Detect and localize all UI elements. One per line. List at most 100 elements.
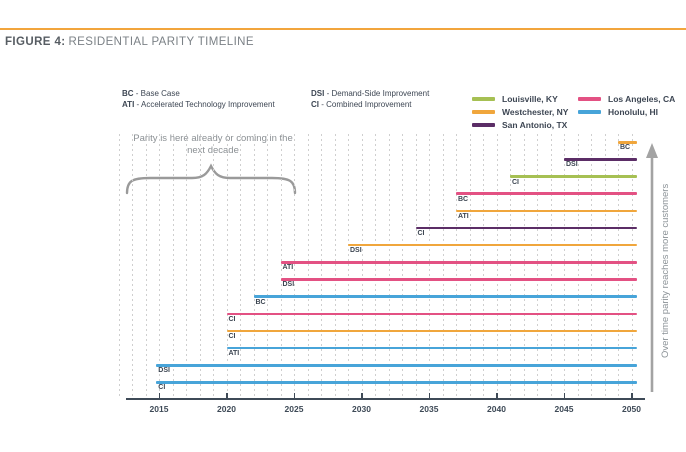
bar-scenario-label: BC xyxy=(458,195,469,203)
up-arrow-icon xyxy=(646,143,658,392)
bar-scenario-label: CI xyxy=(512,178,519,186)
scenario-abbr: CI xyxy=(311,100,319,109)
gridline xyxy=(118,134,120,398)
legend-swatch xyxy=(472,96,495,101)
gridline xyxy=(267,134,268,398)
x-axis-line xyxy=(126,398,645,400)
x-tick xyxy=(428,393,430,398)
gridline xyxy=(307,134,309,398)
gridline xyxy=(523,134,525,398)
timeline-bar xyxy=(618,141,637,144)
city-legend-item: San Antonio, TX xyxy=(472,118,568,131)
city-legend-item: Westchester, NY xyxy=(472,105,568,118)
gridline xyxy=(348,134,349,398)
city-legend-label: Louisville, KY xyxy=(502,93,558,104)
scenario-abbr: DSI xyxy=(311,89,325,98)
scenario-desc: - Base Case xyxy=(135,89,180,98)
city-legend-label: Honolulu, HI xyxy=(608,106,659,117)
x-tick-label: 2015 xyxy=(149,404,169,414)
scenario-desc: - Demand-Side Improvement xyxy=(326,89,430,98)
bar-scenario-label: CI xyxy=(228,332,236,340)
bar-scenario-label: DSI xyxy=(350,247,362,255)
x-tick-label: 2030 xyxy=(352,404,371,414)
gridline xyxy=(591,134,592,398)
figure-title: FIGURE 4: RESIDENTIAL PARITY TIMELINE xyxy=(5,36,254,48)
scenario-legend-col2: DSI - Demand-Side Improvement CI - Combi… xyxy=(311,88,429,110)
gridline xyxy=(186,134,187,398)
timeline-bar xyxy=(456,192,637,196)
curly-brace xyxy=(125,163,297,195)
gridline xyxy=(213,134,214,398)
legend-swatch xyxy=(578,96,601,101)
gridline xyxy=(226,134,228,398)
gridline xyxy=(469,134,471,398)
city-legend-col1: Louisville, KY Westchester, NY San Anton… xyxy=(472,92,568,131)
gridline xyxy=(577,134,579,398)
timeline-bar xyxy=(280,261,637,264)
timeline-bar xyxy=(280,278,637,281)
timeline-bar xyxy=(510,175,637,178)
timeline-bar xyxy=(226,346,637,350)
bar-scenario-label: BC xyxy=(255,298,266,306)
gridline xyxy=(402,134,403,398)
city-legend-item: Honolulu, HI xyxy=(578,105,675,118)
legend-swatch xyxy=(578,109,601,114)
gridline xyxy=(564,134,565,398)
bar-scenario-label: CI xyxy=(228,315,236,323)
scenario-legend-item: BC - Base Case xyxy=(122,88,275,99)
timeline-bar xyxy=(415,226,637,230)
gridline xyxy=(496,134,498,398)
city-legend-label: Westchester, NY xyxy=(502,106,569,117)
gridline xyxy=(375,134,376,398)
gridline xyxy=(145,134,147,398)
gridline xyxy=(456,134,457,398)
gridline xyxy=(415,134,417,398)
timeline-bar xyxy=(253,295,637,298)
scenario-desc: - Accelerated Technology Improvement xyxy=(136,100,275,109)
scenario-legend-item: CI - Combined Improvement xyxy=(311,99,429,110)
scenario-abbr: ATI xyxy=(122,100,135,109)
gridline xyxy=(132,134,133,398)
timeline-bar xyxy=(456,209,637,213)
x-tick xyxy=(226,393,228,398)
timeline-bar xyxy=(226,329,637,333)
gridline xyxy=(618,134,619,398)
right-axis-caption: Over time parity reaches more customers xyxy=(660,183,671,359)
bar-scenario-label: DSI xyxy=(566,161,578,169)
figure-label: FIGURE 4: xyxy=(5,36,66,48)
timeline-bar xyxy=(226,312,637,316)
bar-scenario-label: BC xyxy=(620,144,631,152)
bar-scenario-label: ATI xyxy=(228,350,240,357)
x-tick-label: 2025 xyxy=(284,404,304,414)
gridline xyxy=(429,134,430,398)
gridline xyxy=(159,134,160,398)
gridline xyxy=(240,134,241,398)
city-legend-item: Los Angeles, CA xyxy=(578,92,675,105)
gridline xyxy=(510,134,511,398)
gridline xyxy=(388,134,390,398)
legend-swatch xyxy=(472,109,495,114)
x-tick-label: 2020 xyxy=(217,404,236,414)
title-rule xyxy=(0,28,686,30)
x-tick xyxy=(293,393,295,398)
gridline xyxy=(199,134,201,398)
gridline xyxy=(361,134,363,398)
gridline xyxy=(280,134,282,398)
timeline-bar xyxy=(156,381,637,384)
bar-scenario-label: CI xyxy=(417,229,425,237)
x-tick xyxy=(631,393,633,398)
bar-scenario-label: DSI xyxy=(158,367,170,375)
x-tick-label: 2050 xyxy=(622,404,641,414)
gridline xyxy=(550,134,552,398)
scenario-legend-item: DSI - Demand-Side Improvement xyxy=(311,88,429,99)
scenario-desc: - Combined Improvement xyxy=(321,100,412,109)
gridline xyxy=(604,134,606,398)
x-tick xyxy=(361,393,363,398)
gridline xyxy=(253,134,255,398)
gridline xyxy=(172,134,174,398)
bar-scenario-label: ATI xyxy=(458,212,469,220)
timeline-bar xyxy=(348,243,637,247)
timeline-bar xyxy=(156,363,637,367)
